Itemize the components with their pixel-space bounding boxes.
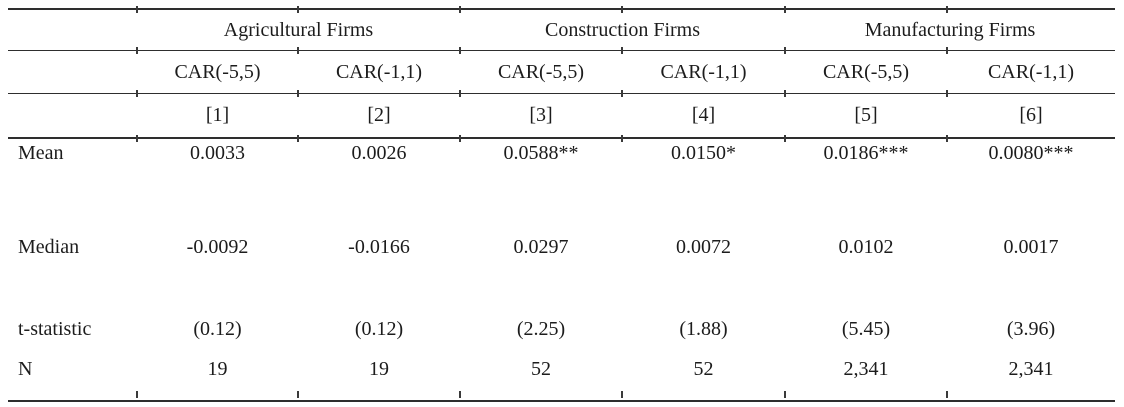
col-header-car11-constr: CAR(-1,1)	[622, 50, 786, 94]
tstat-value-1: (0.12)	[193, 318, 242, 340]
median-value-6: 0.0017	[1003, 236, 1059, 258]
column-junction-tick	[621, 90, 623, 97]
column-junction-tick	[297, 90, 299, 97]
n-value-1: 19	[207, 358, 228, 380]
median-value-3: 0.0297	[513, 236, 569, 258]
col-header-car11-agri: CAR(-1,1)	[298, 50, 460, 94]
median-value-5: 0.0102	[838, 236, 894, 258]
column-number-2: [2]	[298, 93, 460, 139]
group-header-row: Agricultural Firms Construction Firms Ma…	[8, 9, 1116, 51]
n-value-2: 19	[369, 358, 389, 380]
column-junction-tick	[297, 47, 299, 54]
column-junction-tick	[946, 134, 948, 142]
column-junction-tick	[621, 5, 623, 13]
column-number-5: [5]	[785, 93, 948, 139]
tstat-value-2: (0.12)	[354, 318, 404, 340]
group-header-manufacturing: Manufacturing Firms	[785, 9, 1116, 51]
row-label-median: Median	[18, 236, 80, 258]
corner-cell	[8, 9, 137, 51]
mean-value-4: 0.0150*	[671, 142, 736, 164]
column-number-6: [6]	[947, 93, 1116, 139]
row-label-n: N	[18, 358, 33, 380]
column-junction-tick	[621, 390, 623, 398]
column-junction-tick	[459, 47, 461, 54]
column-junction-tick	[784, 90, 786, 97]
column-junction-tick	[459, 390, 461, 398]
column-number-4: [4]	[622, 93, 786, 139]
column-junction-tick	[297, 134, 299, 142]
table-row-n: N 19 19 52 52 2,341 2,341	[8, 356, 1115, 401]
column-junction-tick	[136, 47, 138, 54]
mean-value-1: 0.0033	[190, 142, 245, 164]
car-results-table: Agricultural Firms Construction Firms Ma…	[8, 8, 1116, 402]
car-header-spacer	[8, 50, 137, 94]
column-number-1: [1]	[137, 93, 298, 139]
column-junction-tick	[784, 134, 786, 142]
column-junction-tick	[946, 5, 948, 13]
n-value-5: 2,341	[843, 358, 889, 380]
n-value-6: 2,341	[1008, 358, 1054, 380]
median-value-1: -0.0092	[186, 236, 249, 258]
results-table-wrap: Agricultural Firms Construction Firms Ma…	[8, 5, 1116, 402]
group-header-construction: Construction Firms	[460, 9, 786, 51]
col-header-car55-agri: CAR(-5,5)	[137, 50, 298, 94]
mean-value-5: 0.0186***	[823, 142, 909, 164]
table-row-mean: Mean 0.0033 0.0026 0.0588** 0.0150* 0.01…	[8, 138, 1115, 236]
n-value-4: 52	[693, 358, 714, 380]
car-window-header-row: CAR(-5,5) CAR(-1,1) CAR(-5,5) CAR(-1,1) …	[8, 50, 1116, 94]
n-value-3: 52	[531, 358, 551, 380]
column-junction-tick	[459, 5, 461, 13]
table-row-median: Median -0.0092 -0.0166 0.0297 0.0072 0.0…	[8, 236, 1115, 316]
table-row-tstatistic: t-statistic (0.12) (0.12) (2.25) (1.88) …	[8, 316, 1115, 356]
column-junction-tick	[621, 134, 623, 142]
col-header-car55-manuf: CAR(-5,5)	[785, 50, 948, 94]
median-value-4: 0.0072	[676, 236, 731, 258]
row-label-tstatistic: t-statistic	[18, 318, 92, 340]
column-junction-tick	[136, 5, 138, 13]
column-junction-tick	[297, 5, 299, 13]
column-junction-tick	[136, 90, 138, 97]
mean-value-3: 0.0588**	[503, 142, 579, 164]
column-junction-tick	[136, 390, 138, 398]
column-junction-tick	[946, 90, 948, 97]
column-number-spacer	[8, 93, 137, 139]
column-junction-tick	[784, 390, 786, 398]
column-junction-tick	[459, 134, 461, 142]
column-junction-tick	[136, 134, 138, 142]
column-junction-tick	[459, 90, 461, 97]
column-junction-tick	[946, 390, 948, 398]
median-value-2: -0.0166	[348, 236, 410, 258]
column-junction-tick	[297, 390, 299, 398]
tstat-value-3: (2.25)	[516, 318, 566, 340]
column-junction-tick	[621, 47, 623, 54]
mean-value-2: 0.0026	[351, 142, 407, 164]
tstat-value-4: (1.88)	[679, 318, 728, 340]
row-label-mean: Mean	[18, 142, 64, 164]
col-header-car11-manuf: CAR(-1,1)	[947, 50, 1116, 94]
mean-value-6: 0.0080***	[988, 142, 1074, 164]
tstat-value-6: (3.96)	[1006, 318, 1056, 340]
col-header-car55-constr: CAR(-5,5)	[460, 50, 622, 94]
column-junction-tick	[784, 47, 786, 54]
group-header-agricultural: Agricultural Firms	[137, 9, 460, 51]
column-junction-tick	[784, 5, 786, 13]
column-junction-tick	[946, 47, 948, 54]
column-number-3: [3]	[460, 93, 622, 139]
tstat-value-5: (5.45)	[841, 318, 891, 340]
column-number-row: [1] [2] [3] [4] [5] [6]	[8, 93, 1116, 139]
